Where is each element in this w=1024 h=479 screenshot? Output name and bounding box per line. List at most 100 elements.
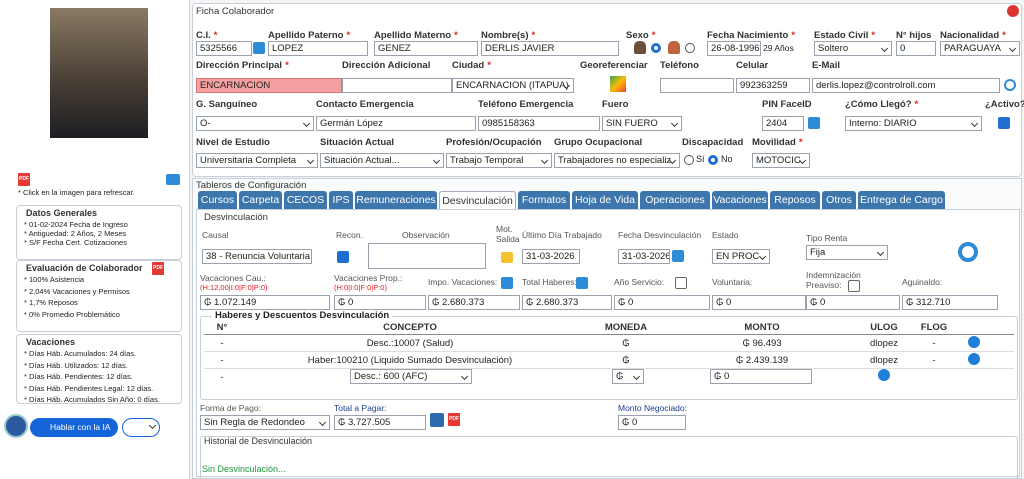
ia-avatar[interactable] [4,414,28,438]
select[interactable]: Desc.: 600 (AFC) [350,369,472,384]
text-input[interactable]: Germán López [316,116,476,131]
add-button[interactable] [878,369,890,381]
tab[interactable]: Hoja de Vida [572,191,638,209]
text-input[interactable]: 992363259 [736,78,810,93]
radio[interactable] [708,155,718,165]
tab[interactable]: Cursos [198,191,237,209]
select[interactable]: Situación Actual... [320,153,444,168]
note-icon[interactable] [501,252,513,263]
select[interactable]: Trabajo Temporal [446,153,552,168]
checkbox[interactable] [675,277,687,289]
map-button[interactable] [610,76,626,92]
text-input[interactable] [342,78,452,93]
text-input[interactable]: ₲ 2.680.373 [522,295,612,310]
info-title: Datos Generales [26,208,98,218]
select[interactable]: O- [196,116,314,131]
info-item: * Días Háb. Pendientes: 12 días. [24,372,133,381]
required-mark: * [871,30,876,41]
tab[interactable]: Entrega de Cargo [858,191,945,209]
radio[interactable] [684,155,694,165]
select[interactable]: Fija [806,245,888,260]
tab[interactable]: Desvinculación [439,191,516,209]
select[interactable]: Interno: DIARIO [845,116,982,131]
select[interactable]: SIN FUERO [602,116,682,131]
text-input[interactable]: ₲ 312.710 [902,295,998,310]
text-input[interactable]: ₲ 0 [712,295,806,310]
text-input[interactable]: derlis.lopez@controlroll.com [812,78,1000,93]
refresh-icon[interactable] [958,242,978,262]
textarea[interactable] [368,243,486,269]
checkbox[interactable] [998,117,1010,129]
select[interactable]: Soltero [814,41,892,56]
text-input[interactable]: 0 [896,41,936,56]
text-input[interactable]: ENCARNACION [196,78,342,93]
search-icon[interactable] [1004,79,1016,91]
text-input[interactable]: ₲ 3.727.505 [334,415,426,430]
sub-label: (H:12,00|I:0|F:0|P:0) [200,283,268,292]
tab[interactable]: Reposos [770,191,820,209]
save-icon[interactable] [430,413,444,427]
text-input[interactable]: DERLIS JAVIER [481,41,619,56]
select[interactable]: EN PROC [712,249,770,264]
select[interactable]: PARAGUAYA [940,41,1020,56]
select[interactable]: Trabajadores no especializ [554,153,680,168]
pdf-icon[interactable]: PDF [18,173,30,186]
ia-button[interactable]: Hablar con la IA [30,418,118,437]
remove-button[interactable] [968,353,980,365]
text-input[interactable] [660,78,734,93]
radio[interactable] [685,43,695,53]
camera-icon[interactable] [166,174,180,185]
profile-photo[interactable] [50,8,148,138]
remove-button[interactable] [968,336,980,348]
text-input[interactable]: ₲ 0 [806,295,900,310]
text-input[interactable]: ₲ 2.680.373 [428,295,520,310]
tab[interactable]: Remuneraciones [355,191,437,209]
text-input[interactable]: 5325566 [196,41,252,56]
tab[interactable]: Otros [822,191,856,209]
text-input[interactable]: 38 - Renuncia Voluntaria [202,249,312,264]
text-input[interactable]: 26-08-1996 [707,41,761,56]
column-header: ULOG [870,322,898,333]
tab[interactable]: Operaciones [640,191,710,209]
tab[interactable]: Carpeta [239,191,282,209]
text-input[interactable]: ₲ 0 [710,369,812,384]
field-label: Apellido Materno * [374,30,458,41]
checkbox[interactable] [848,280,860,292]
select[interactable]: MOTOCIC [752,153,810,168]
text-input[interactable]: ₲ 0 [614,295,710,310]
tab[interactable]: Vacaciones [712,191,768,209]
tab[interactable]: CECOS [284,191,327,209]
field-label: Estado Civil * [814,30,876,41]
select[interactable]: ENCARNACION (ITAPUA) [452,78,574,93]
close-icon[interactable] [1007,5,1019,17]
radio[interactable] [651,43,661,53]
select[interactable]: Universitaria Completa [196,153,318,168]
text-input[interactable]: 31-03-2026 [618,249,670,264]
text-input[interactable]: 31-03-2026 [522,249,580,264]
select[interactable]: Sin Regla de Redondeo [200,415,330,430]
text-input[interactable]: 2404 [762,116,804,131]
info-title: Vacaciones [26,337,76,347]
language-select[interactable] [122,418,160,437]
text-input[interactable]: LOPEZ [268,41,368,56]
text-input[interactable]: 0985158363 [478,116,600,131]
vac-icon[interactable] [501,277,513,289]
select[interactable]: ₲ [612,369,644,384]
link-icon[interactable] [808,117,820,129]
tab[interactable]: Formatos [518,191,570,209]
text-input[interactable]: GENEZ [374,41,478,56]
calendar-icon[interactable] [672,250,684,262]
checkbox[interactable] [337,251,349,263]
tab[interactable]: IPS [329,191,353,209]
text-input[interactable]: ₲ 0 [618,415,686,430]
text-input[interactable]: ₲ 1.072.149 [200,295,330,310]
field-label: PIN FaceID [762,99,812,110]
field-label: Voluntaria: [712,277,753,287]
field-label: Aguinaldo: [902,277,943,287]
vac-icon[interactable] [576,277,588,289]
pdf-icon[interactable]: PDF [448,413,460,426]
link-icon[interactable] [253,42,265,54]
pdf-icon[interactable]: PDF [152,262,164,275]
field-label: Celular [736,60,769,71]
text-input[interactable]: ₲ 0 [334,295,426,310]
